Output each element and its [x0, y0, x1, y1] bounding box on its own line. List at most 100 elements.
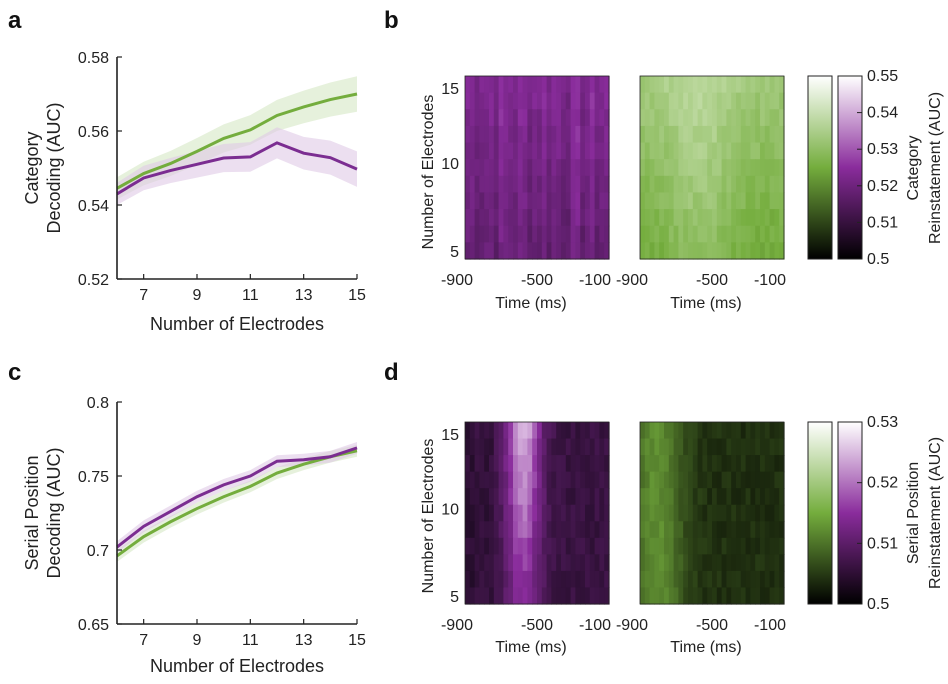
heatmap-cell [697, 109, 703, 127]
heatmap-cell [527, 438, 533, 456]
heatmap-cell [668, 438, 675, 456]
heatmap-cell [779, 175, 785, 194]
heatmap-cell [484, 92, 490, 110]
heatmap-cell [678, 242, 684, 260]
heatmap-cell [644, 175, 651, 194]
heatmap-cell [731, 125, 737, 144]
heatmap-cell [517, 209, 524, 227]
heatmap-cell [474, 209, 480, 227]
heatmap-cell [484, 521, 490, 539]
heatmap-cell [644, 92, 651, 110]
heatmap-cell [599, 192, 605, 210]
heatmap-cell [580, 109, 586, 127]
heatmap-cell [764, 570, 771, 589]
heatmap-cell [532, 175, 538, 194]
heatmap-cell [721, 109, 727, 127]
heatmap-cell [769, 209, 775, 227]
heatmap-cell [561, 76, 567, 94]
heatmap-cell [508, 209, 514, 227]
heatmap-cell [489, 175, 495, 194]
heatmap-cell [731, 570, 737, 589]
heatmap-cell [745, 225, 751, 243]
heatmap-d-green [640, 422, 785, 605]
heatmap-cell [659, 488, 665, 506]
heatmap-cell [678, 109, 684, 127]
heatmap-cell [527, 242, 533, 260]
heatmap-cell [640, 521, 646, 539]
x-tick-label: -500 [521, 617, 553, 634]
y-tick-label: 15 [441, 427, 459, 444]
heatmap-cell [594, 587, 600, 605]
heatmap-cell [668, 225, 675, 243]
heatmap-cell [740, 521, 747, 539]
heatmap-cell [508, 109, 514, 127]
heatmap-cell [755, 175, 761, 194]
heatmap-cell [484, 422, 490, 440]
heatmap-cell [517, 422, 524, 440]
heatmap-cell [604, 471, 610, 489]
heatmap-cell [585, 521, 591, 539]
heatmap-cell [750, 504, 756, 522]
heatmap-cell [760, 537, 766, 555]
heatmap-cell [683, 504, 689, 522]
heatmap-cell [697, 471, 703, 489]
heatmap-cell [541, 159, 548, 177]
heatmap-cell [585, 109, 591, 127]
heatmap-cell [599, 488, 605, 506]
heatmap-cell [692, 192, 699, 210]
heatmap-cell [527, 225, 533, 243]
heatmap-cell [750, 521, 756, 539]
heatmap-cell [654, 504, 660, 522]
heatmap-cell [565, 537, 572, 555]
heatmap-cell [484, 192, 490, 210]
heatmap-cell [575, 422, 581, 440]
heatmap-cell [745, 109, 751, 127]
heatmap-cell [640, 587, 646, 605]
x-axis-label: Number of Electrodes [150, 314, 324, 334]
heatmap-cell [599, 521, 605, 539]
heatmap-cell [736, 504, 742, 522]
heatmap-cell [755, 537, 761, 555]
heatmap-cell [541, 422, 548, 440]
heatmap-cell [750, 76, 756, 94]
heatmap-cell [537, 159, 543, 177]
heatmap-cell [659, 471, 665, 489]
heatmap-cell [664, 125, 670, 144]
heatmap-cell [755, 471, 761, 489]
colorbar-tick-label: 0.5 [867, 596, 889, 613]
heatmap-cell [668, 142, 675, 160]
heatmap-cell [664, 142, 670, 160]
heatmap-cell [769, 175, 775, 194]
x-tick-label: -900 [441, 272, 473, 289]
heatmap-cell [513, 225, 519, 243]
heatmap-cell [565, 242, 572, 260]
heatmap-cell [513, 488, 519, 506]
heatmap-cell [580, 554, 586, 572]
heatmap-cell [774, 159, 780, 177]
heatmap-cell [517, 175, 524, 194]
heatmap-cell [668, 422, 675, 440]
heatmap-cell [561, 109, 567, 127]
heatmap-cell [498, 455, 504, 473]
heatmap-cell [522, 142, 528, 160]
heatmap-cell [654, 455, 660, 473]
x-axis-label-right: Time (ms) [670, 295, 741, 312]
heatmap-cell [522, 554, 528, 572]
x-tick-label: -500 [521, 272, 553, 289]
heatmap-cell [465, 438, 471, 456]
heatmap-cell [649, 537, 655, 555]
heatmap-cell [640, 109, 646, 127]
heatmap-cell [640, 570, 646, 589]
heatmap-cell [750, 488, 756, 506]
heatmap-cell [541, 521, 548, 539]
heatmap-cell [604, 192, 610, 210]
heatmap-cell [532, 142, 538, 160]
heatmap-cell [750, 192, 756, 210]
heatmap-cell [755, 159, 761, 177]
heatmap-cell [654, 175, 660, 194]
heatmap-cell [760, 142, 766, 160]
heatmap-cell [580, 142, 586, 160]
heatmap-cell [736, 587, 742, 605]
heatmap-cell [474, 488, 480, 506]
heatmap-cell [474, 422, 480, 440]
